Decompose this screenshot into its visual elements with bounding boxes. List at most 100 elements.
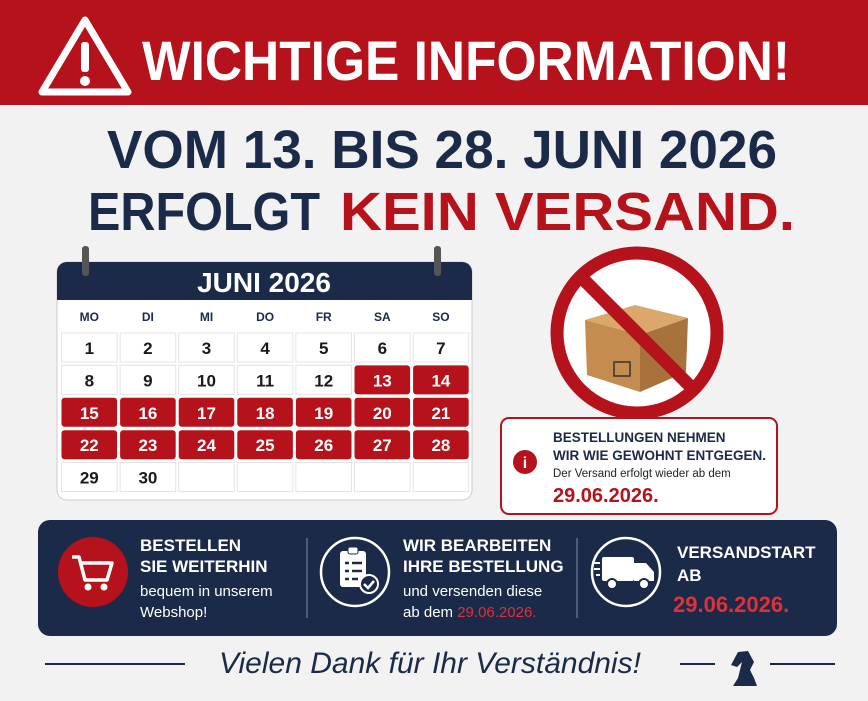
cart-icon (58, 537, 128, 607)
day-cell (354, 332, 411, 363)
headline-highlight: KEIN VERSAND. (340, 182, 795, 242)
weekday-label: SA (374, 310, 391, 324)
info-date: 29.06.2026. (553, 485, 659, 507)
weekday-label: SO (432, 310, 449, 324)
headline-line2-start: ERFOLGT (88, 182, 320, 242)
day-cell (354, 462, 411, 493)
day-label: 25 (256, 436, 275, 455)
day-label: 22 (80, 436, 99, 455)
feature-date: 29.06.2026. (457, 604, 536, 621)
feature-text: ab dem 29.06.2026. (403, 604, 536, 621)
closed-day-cell (120, 430, 176, 460)
weekday-label: FR (316, 310, 332, 324)
day-label: 10 (197, 371, 216, 390)
weekday-cell (354, 303, 411, 329)
feature-bar (38, 520, 837, 636)
feature-title: BESTELLEN (140, 536, 241, 555)
closed-day-cell (413, 430, 469, 460)
day-label: 23 (138, 436, 157, 455)
closed-day-cell (178, 430, 235, 460)
truck-icon (590, 536, 662, 608)
info-icon (513, 450, 537, 474)
day-cell (61, 462, 118, 493)
weekday-cell (61, 303, 118, 329)
info-text: Der Versand erfolgt wieder ab dem (553, 468, 731, 480)
feature-text: bequem in unserem (140, 583, 273, 600)
day-label: 8 (85, 371, 94, 390)
feature-title: WIR BEARBEITEN (403, 536, 551, 555)
day-cell (119, 364, 177, 395)
closed-day-cell (295, 397, 352, 427)
day-label: 7 (436, 339, 445, 358)
closed-day-cell (61, 430, 118, 460)
feature-text: und versenden diese (403, 583, 542, 600)
day-label: 1 (85, 339, 94, 358)
day-label: 26 (314, 436, 333, 455)
day-label: 20 (373, 404, 392, 423)
closed-day-cell (237, 397, 293, 427)
closed-day-cell (120, 397, 176, 427)
day-cell (236, 462, 294, 493)
day-label: 9 (143, 371, 152, 390)
info-title: WIR WIE GEWOHNT ENTGEGEN. (553, 448, 766, 463)
day-label: 12 (314, 371, 333, 390)
closed-day-cell (354, 397, 411, 427)
weekday-label: DI (142, 310, 154, 324)
info-box (500, 417, 778, 515)
closed-day-cell (237, 430, 293, 460)
closed-day-cell (413, 365, 469, 395)
weekday-label: MO (80, 310, 99, 324)
day-cell (178, 462, 235, 493)
day-label: 27 (373, 436, 392, 455)
day-cell (119, 332, 177, 363)
day-cell (236, 364, 294, 395)
day-label: 13 (373, 371, 392, 390)
closed-day-cell (61, 397, 118, 427)
day-cell (236, 332, 294, 363)
closed-day-cell (354, 365, 411, 395)
no-shipping-icon (550, 246, 724, 420)
feature-title: VERSANDSTART (677, 543, 816, 562)
day-label: 30 (138, 469, 157, 488)
checklist-icon (319, 536, 391, 608)
info-icon-glyph: i (523, 455, 527, 472)
closed-day-cell (354, 430, 411, 460)
weekday-cell (119, 303, 177, 329)
weekday-cell (236, 303, 294, 329)
day-label: 24 (197, 436, 216, 455)
weekday-cell (295, 303, 352, 329)
day-cell (412, 462, 470, 493)
day-cell (178, 364, 235, 395)
headline-line1: VOM 13. BIS 28. JUNI 2026 (107, 120, 777, 180)
day-cell (61, 364, 118, 395)
day-label: 11 (256, 371, 274, 390)
weekday-cell (178, 303, 235, 329)
weekday-label: DO (256, 310, 274, 324)
calendar-header (57, 262, 472, 300)
feature-text: Webshop! (140, 604, 207, 621)
day-label: 5 (319, 339, 328, 358)
day-label: 29 (80, 469, 99, 488)
day-label: 18 (256, 404, 275, 423)
weekday-label: MI (200, 310, 213, 324)
day-label: 19 (314, 404, 333, 423)
day-cell (295, 332, 352, 363)
day-label: 2 (143, 339, 152, 358)
feature-text: ab dem (403, 604, 453, 621)
day-cell (295, 462, 352, 493)
closed-day-cell (178, 397, 235, 427)
calendar-ring (82, 246, 89, 276)
feature-title: IHRE BESTELLUNG (403, 557, 564, 576)
feature-title: AB (677, 566, 702, 585)
feature-title: SIE WEITERHIN (140, 557, 268, 576)
day-cell (295, 364, 352, 395)
info-title: BESTELLUNGEN NEHMEN (553, 430, 726, 445)
day-label: 4 (260, 339, 270, 358)
footer-text: Vielen Dank für Ihr Verständnis! (219, 647, 642, 680)
feature-date: 29.06.2026. (673, 592, 789, 617)
day-label: 28 (431, 436, 450, 455)
weekday-cell (412, 303, 470, 329)
day-label: 17 (197, 404, 216, 423)
